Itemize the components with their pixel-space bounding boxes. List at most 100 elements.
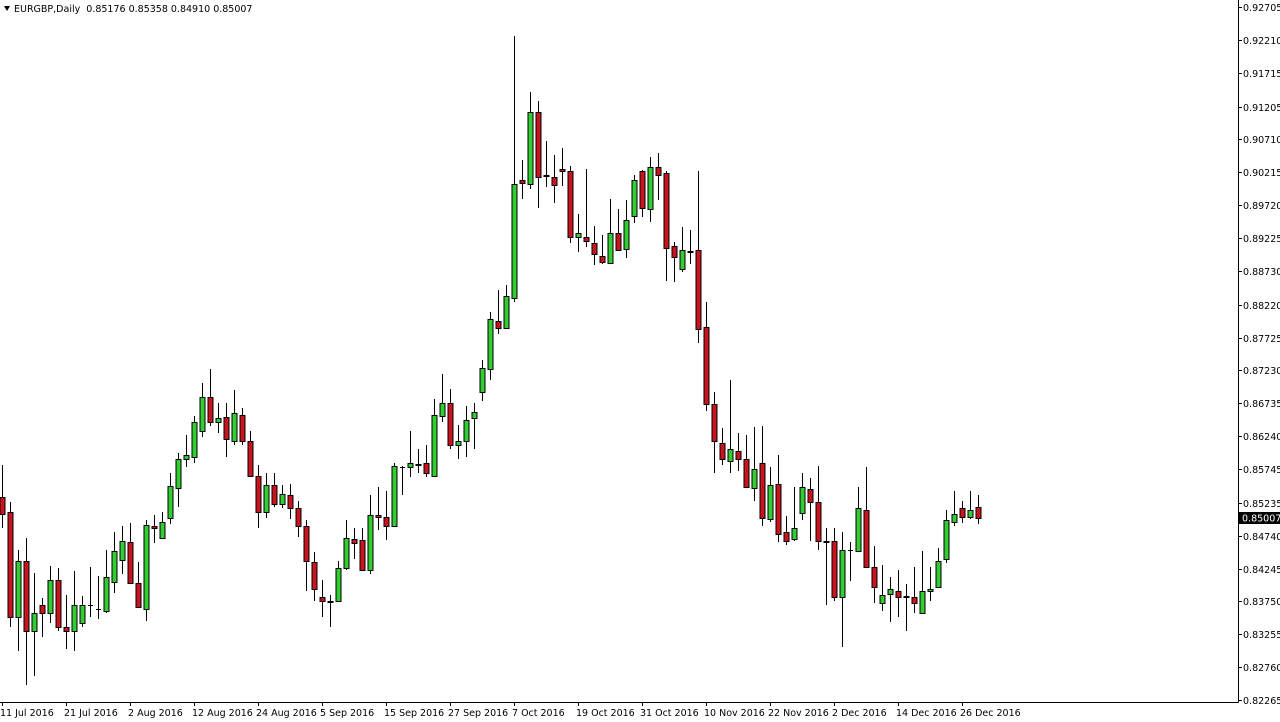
candle [703, 302, 710, 411]
candle [96, 576, 101, 619]
candle [135, 562, 142, 608]
price-axis[interactable]: 0.92705 0.92210 0.91715 0.91205 0.90710 0.902… [1238, 3, 1280, 707]
candle-body-bear [783, 532, 790, 542]
candle [527, 92, 534, 189]
candle [311, 552, 318, 601]
candle [887, 577, 894, 622]
candle-body-bear [863, 510, 870, 568]
candle [567, 166, 574, 243]
candle-body-bull [887, 589, 894, 595]
candle [575, 214, 582, 252]
candle [911, 567, 918, 613]
candle-body-bear [591, 243, 598, 255]
candle [679, 227, 686, 272]
candle-body-bull [679, 250, 686, 270]
candle-body-bear [775, 484, 782, 535]
price-tick-label: 0.84740 [1243, 532, 1280, 543]
candle-body-bull [687, 251, 694, 253]
candle-body-bear [7, 512, 14, 618]
candle-body-bull [791, 528, 798, 540]
candle-body-bull [335, 568, 342, 602]
candle-body-bull [111, 551, 118, 583]
time-tick-label: 12 Aug 2016 [192, 708, 253, 719]
candle [535, 101, 542, 208]
candle-body-bull [431, 415, 438, 477]
price-tick-label: 0.88220 [1243, 301, 1280, 312]
candle [695, 171, 702, 343]
candle [559, 148, 566, 186]
current-price-label: 0.85007 [1242, 514, 1280, 525]
candle [127, 523, 134, 584]
candle [143, 520, 150, 621]
candle [607, 199, 614, 264]
candle-body-bear [495, 321, 502, 329]
candle [79, 596, 86, 627]
candle [455, 425, 462, 459]
candle-body-bull [367, 515, 374, 571]
candle [951, 491, 958, 526]
candle-body-bull [143, 525, 150, 610]
candle [671, 242, 678, 282]
candle [791, 487, 798, 541]
candle [615, 209, 622, 251]
candle [543, 141, 550, 187]
candle-body-bull [943, 520, 950, 560]
time-tick-label: 15 Sep 2016 [384, 708, 444, 719]
candle-body-bear [423, 463, 430, 474]
candle-body-bull [607, 233, 614, 264]
candle-body-bull [879, 595, 886, 604]
time-tick-label: 14 Dec 2016 [896, 708, 957, 719]
candle-body-bear [583, 237, 590, 242]
candle [927, 567, 934, 601]
candle-body-bull [71, 605, 78, 632]
candle-body-bear [519, 180, 526, 184]
candle [215, 403, 222, 433]
price-tick-label: 0.85745 [1243, 465, 1280, 476]
dropdown-triangle-icon[interactable] [4, 6, 10, 11]
candle-body-bear [359, 540, 366, 571]
candle [151, 515, 158, 543]
price-tick-label: 0.90710 [1243, 135, 1280, 146]
candle-body-bear [895, 591, 902, 598]
candle-body-bear [671, 246, 678, 258]
candle-body-bull [623, 220, 630, 250]
candle-body-bull [839, 550, 846, 598]
price-tick-label: 0.90215 [1243, 168, 1280, 179]
candle-body-bear [0, 497, 6, 515]
candle [759, 426, 766, 526]
candle [647, 157, 654, 222]
candle [327, 595, 334, 627]
candle-body-bear [871, 567, 878, 588]
candle-body-bear [255, 476, 262, 513]
candle-body-bear [735, 451, 742, 460]
candle-body-bear [375, 515, 382, 518]
price-tick-label: 0.91205 [1243, 103, 1280, 114]
candle [247, 431, 254, 477]
candle [375, 487, 382, 530]
candle [303, 520, 310, 591]
candle-body-bear [695, 250, 702, 330]
candle-body-bull [167, 486, 174, 519]
time-tick-label: 10 Nov 2016 [704, 708, 765, 719]
time-tick-label: 24 Aug 2016 [256, 708, 317, 719]
candle [935, 548, 942, 588]
candle [807, 478, 814, 541]
candle [63, 595, 70, 649]
candle-body-bear [615, 233, 622, 251]
candle-body-bull [631, 180, 638, 217]
candle-body-bull [967, 510, 974, 518]
candle [503, 285, 510, 329]
candle-body-bear [559, 169, 566, 172]
price-tick-label: 0.82760 [1243, 663, 1280, 674]
candle-body-bull [471, 412, 478, 419]
price-tick-label: 0.82265 [1243, 696, 1280, 707]
candle-body-bull [855, 508, 862, 552]
candle-body-bull [751, 469, 758, 489]
time-axis[interactable]: 11 Jul 2016 21 Jul 2016 2 Aug 2016 12 Aug 2… [0, 702, 1021, 719]
candle [183, 435, 190, 467]
candle [223, 403, 230, 457]
candle [119, 526, 126, 574]
candle [319, 580, 326, 617]
candle [231, 390, 238, 445]
